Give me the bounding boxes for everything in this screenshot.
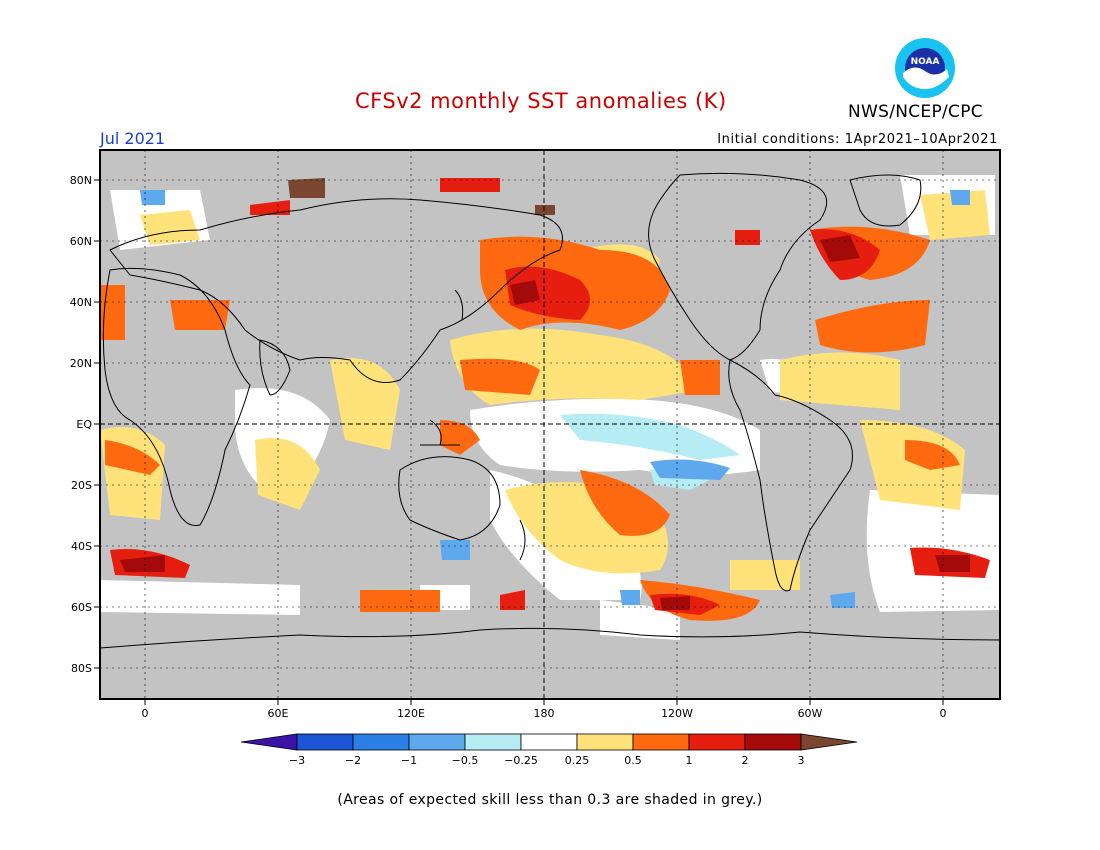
colorbar-tick-label: 0.5 — [624, 754, 642, 767]
colorbar-tick-label: −0.25 — [504, 754, 538, 767]
noaa-logo-icon: NOAA — [895, 38, 955, 98]
colorbar-swatch — [464, 733, 522, 751]
y-tick-label: 40S — [71, 540, 92, 553]
colorbar-high-triangle — [800, 733, 858, 751]
y-tick-label: EQ — [76, 418, 92, 431]
colorbar-tick-label: 1 — [686, 754, 693, 767]
y-axis: 80N 60N 40N 20N EQ 20S 40S 60S 80S — [70, 174, 100, 675]
y-tick-label: 20N — [70, 357, 92, 370]
colorbar-swatch — [576, 733, 634, 751]
y-tick-label: 60S — [71, 601, 92, 614]
y-tick-label: 20S — [71, 479, 92, 492]
colorbar-tick-label: −3 — [289, 754, 305, 767]
colorbar-swatch — [296, 733, 354, 751]
colorbar-swatches — [240, 733, 858, 751]
colorbar-tick-label: −1 — [401, 754, 417, 767]
y-tick-label: 60N — [70, 235, 92, 248]
colorbar-tick-label: −2 — [345, 754, 361, 767]
initial-conditions: Initial conditions: 1Apr2021–10Apr2021 — [717, 132, 998, 147]
colorbar-labels: −3 −2 −1 −0.5 −0.25 0.25 0.5 1 2 3 — [289, 754, 805, 767]
y-tick-label: 80N — [70, 174, 92, 187]
coastlines — [100, 172, 1000, 649]
colorbar-low-triangle — [240, 733, 298, 751]
x-tick-label: 60W — [798, 707, 823, 720]
colorbar-swatch — [520, 733, 578, 751]
colorbar-swatch — [408, 733, 466, 751]
x-tick-label: 0 — [940, 707, 947, 720]
x-tick-label: 60E — [268, 707, 289, 720]
anomaly-2-3 — [120, 235, 970, 610]
x-tick-label: 120W — [661, 707, 693, 720]
y-tick-label: 40N — [70, 296, 92, 309]
colorbar-swatch — [744, 733, 802, 751]
colorbar-tick-label: 3 — [798, 754, 805, 767]
colorbar-tick-label: 2 — [742, 754, 749, 767]
skill-footnote: (Areas of expected skill less than 0.3 a… — [337, 792, 763, 808]
x-tick-label: 120E — [397, 707, 425, 720]
logo-text: NOAA — [911, 57, 940, 67]
anomaly-above-3 — [288, 178, 555, 215]
map-title: CFSv2 monthly SST anomalies (K) — [355, 89, 727, 113]
forecast-month: Jul 2021 — [100, 129, 166, 148]
y-tick-label: 80S — [71, 662, 92, 675]
colorbar-tick-label: −0.5 — [452, 754, 479, 767]
sst-anomaly-map: 80N 60N 40N 20N EQ 20S 40S 60S 80S 0 60E… — [70, 149, 1001, 720]
x-tick-label: 180 — [534, 707, 555, 720]
anomaly-neg-0.5-1 — [140, 190, 970, 608]
colorbar-swatch — [688, 733, 746, 751]
colorbar-swatch — [632, 733, 690, 751]
agency-label: NWS/NCEP/CPC — [848, 102, 983, 122]
x-tick-label: 0 — [142, 707, 149, 720]
colorbar-swatch — [352, 733, 410, 751]
colorbar: −3 −2 −1 −0.5 −0.25 0.25 0.5 1 2 3 — [240, 733, 858, 767]
colorbar-tick-label: 0.25 — [565, 754, 590, 767]
x-axis: 0 60E 120E 180 120W 60W 0 — [142, 699, 947, 720]
map-gridlines — [100, 150, 1000, 699]
